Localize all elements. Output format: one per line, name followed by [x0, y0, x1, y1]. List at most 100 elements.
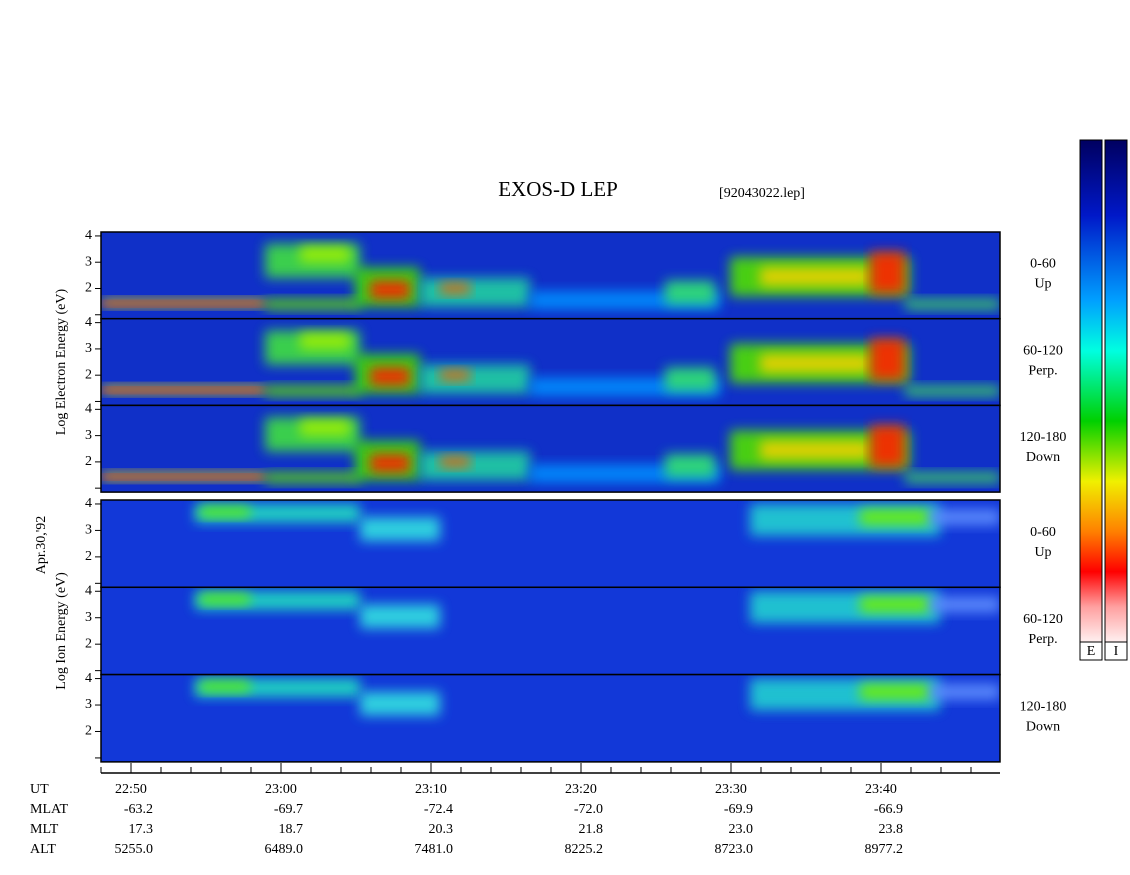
- y-tick-label: 2: [85, 367, 92, 382]
- flux-region: [665, 280, 715, 305]
- row-value: 20.3: [429, 822, 454, 837]
- flux-region: [905, 472, 1000, 483]
- y-tick-label: 4: [85, 671, 92, 686]
- flux-region: [905, 298, 1000, 310]
- flux-region: [860, 683, 930, 700]
- flux-region: [101, 301, 265, 306]
- flux-region: [870, 251, 905, 294]
- row-value: -69.9: [724, 802, 753, 817]
- flux-region: [665, 454, 715, 478]
- row-value: -69.7: [274, 802, 303, 817]
- panel-frame: [100, 673, 1001, 763]
- flux-region: [200, 681, 250, 692]
- flux-region: [420, 364, 530, 394]
- row-value: 8977.2: [865, 842, 904, 857]
- spectrogram: [101, 405, 1000, 493]
- y-tick-label: 4: [85, 228, 92, 243]
- flux-region: [265, 298, 360, 310]
- colorbar: [1079, 139, 1103, 643]
- row-value: 21.8: [579, 822, 604, 837]
- flux-region: [300, 246, 350, 263]
- flux-region: [265, 385, 360, 397]
- y-tick-label: 3: [85, 341, 92, 356]
- axis-label: Log Ion Energy (eV): [54, 572, 69, 690]
- pitch-label: Down: [1026, 719, 1060, 734]
- date: Apr.30,'92: [34, 516, 49, 575]
- y-tick-label: 2: [85, 281, 92, 296]
- row-value: 7481.0: [415, 842, 454, 857]
- pitch-label: 0-60: [1030, 257, 1056, 272]
- colorbar-box: [1104, 641, 1128, 661]
- y-tick-label: 3: [85, 523, 92, 538]
- row-value: 23:00: [265, 782, 297, 797]
- pitch-label: 60-120: [1023, 612, 1063, 627]
- flux-region: [370, 367, 410, 386]
- y-tick-label: 4: [85, 496, 92, 511]
- flux-region: [200, 506, 250, 518]
- flux-region: [300, 419, 350, 436]
- flux-region: [905, 385, 1000, 397]
- spectrogram: [101, 318, 1000, 406]
- row-value: -72.4: [424, 802, 453, 817]
- flux-region: [860, 509, 930, 526]
- spectrogram: [101, 232, 1000, 319]
- flux-region: [420, 451, 530, 481]
- row-name: MLT: [30, 822, 59, 837]
- flux-region: [870, 425, 905, 468]
- y-tick-label: 2: [85, 454, 92, 469]
- flux-region: [760, 440, 870, 460]
- flux-region: [760, 267, 870, 286]
- row-value: -72.0: [574, 802, 603, 817]
- flux-region: [101, 475, 265, 479]
- flux-region: [200, 593, 250, 605]
- y-tick-label: 3: [85, 254, 92, 269]
- row-value: -63.2: [124, 802, 153, 817]
- pitch-label: 120-180: [1020, 430, 1067, 445]
- row-value: 23:10: [415, 782, 447, 797]
- flux-region: [265, 472, 360, 483]
- y-tick-label: 4: [85, 402, 92, 417]
- row-value: 23:40: [865, 782, 897, 797]
- flux-region: [440, 369, 470, 381]
- flux-region: [930, 683, 1000, 700]
- y-tick-label: 2: [85, 636, 92, 651]
- pitch-label: 60-120: [1023, 343, 1063, 358]
- colorbar: [1104, 139, 1128, 643]
- pitch-label: Down: [1026, 450, 1060, 465]
- y-tick-label: 4: [85, 583, 92, 598]
- flux-region: [930, 509, 1000, 526]
- row-value: 23.0: [729, 822, 754, 837]
- row-name: UT: [30, 782, 49, 797]
- y-tick-label: 3: [85, 428, 92, 443]
- row-value: 5255.0: [115, 842, 154, 857]
- flux-region: [370, 454, 410, 473]
- row-value: -66.9: [874, 802, 903, 817]
- flux-region: [665, 367, 715, 391]
- flux-region: [360, 691, 440, 716]
- flux-region: [870, 338, 905, 381]
- pitch-label: 120-180: [1020, 699, 1067, 714]
- row-value: 23:30: [715, 782, 747, 797]
- row-value: 6489.0: [265, 842, 304, 857]
- flux-region: [370, 280, 410, 299]
- flux-region: [440, 456, 470, 468]
- y-tick-label: 3: [85, 697, 92, 712]
- panel-frame: [100, 404, 1001, 493]
- y-tick-label: 4: [85, 315, 92, 330]
- colorbar-label: E: [1087, 644, 1096, 659]
- file-name: [92043022.lep]: [719, 186, 805, 201]
- flux-region: [360, 517, 440, 542]
- axis-label: Log Electron Energy (eV): [54, 289, 69, 436]
- pitch-label: Perp.: [1028, 632, 1057, 647]
- title: EXOS-D LEP: [498, 177, 618, 201]
- pitch-label: Up: [1034, 545, 1051, 560]
- row-value: 23:20: [565, 782, 597, 797]
- flux-region: [360, 604, 440, 629]
- flux-region: [930, 596, 1000, 613]
- row-value: 8723.0: [715, 842, 754, 857]
- pitch-label: 0-60: [1030, 525, 1056, 540]
- row-value: 8225.2: [565, 842, 604, 857]
- flux-region: [420, 277, 530, 307]
- row-value: 23.8: [879, 822, 904, 837]
